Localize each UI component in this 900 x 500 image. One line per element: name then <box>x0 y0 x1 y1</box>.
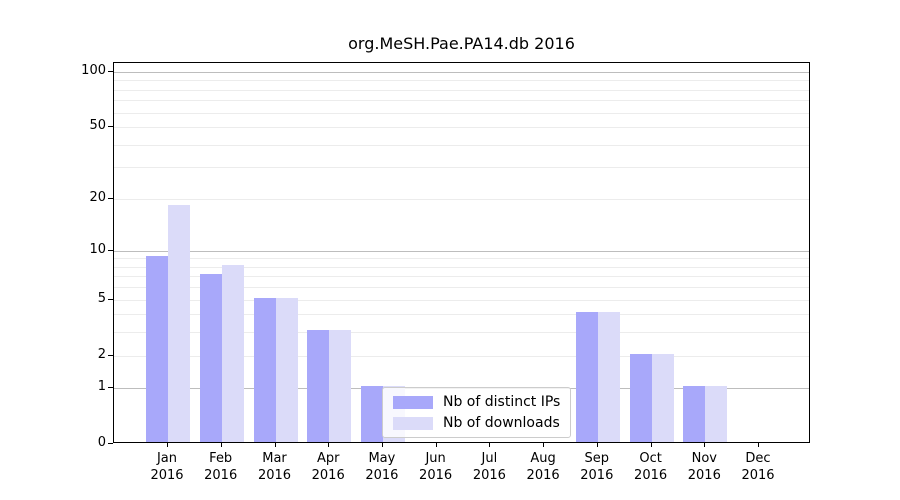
bar-distinct-ips <box>629 353 652 442</box>
y-tick-mark <box>108 197 113 199</box>
y-gridline-major <box>114 72 809 73</box>
y-tick-mark <box>108 443 113 444</box>
y-tick-mark <box>108 249 113 251</box>
y-gridline-minor <box>114 198 809 200</box>
x-tick-label: Nov 2016 <box>674 450 734 484</box>
chart-title: org.MeSH.Pae.PA14.db 2016 <box>348 34 575 53</box>
legend-label-distinct-ips: Nb of distinct IPs <box>443 394 561 410</box>
y-gridline-minor <box>114 127 809 129</box>
bar-downloads <box>275 297 298 442</box>
legend-row-downloads: Nb of downloads <box>393 415 560 431</box>
y-gridline-minor <box>114 80 809 82</box>
x-tick-year: 2016 <box>526 468 560 483</box>
bar-downloads <box>329 330 352 442</box>
y-gridline-minor <box>114 299 809 301</box>
x-tick-mark <box>167 443 168 447</box>
y-tick-mark <box>108 71 113 72</box>
x-tick-mark <box>704 443 706 447</box>
y-gridline-minor <box>114 314 809 316</box>
x-tick-mark <box>220 443 222 447</box>
x-tick-year: 2016 <box>741 468 775 483</box>
y-tick-label: 20 <box>89 189 106 205</box>
bar-downloads <box>705 386 728 442</box>
y-tick-label: 50 <box>89 118 106 134</box>
y-gridline-minor <box>114 258 809 260</box>
y-tick-label: 10 <box>89 241 106 257</box>
x-tick-label: May 2016 <box>352 450 412 484</box>
x-tick-mark <box>435 443 437 447</box>
x-tick-label: Jul 2016 <box>459 450 519 484</box>
x-tick-label: Dec 2016 <box>728 450 788 484</box>
x-tick-label: Sep 2016 <box>567 450 627 484</box>
bar-distinct-ips <box>307 330 330 442</box>
x-tick-mark <box>650 443 652 447</box>
y-gridline-minor <box>114 276 809 278</box>
x-tick-year: 2016 <box>311 468 345 483</box>
y-tick-label: 0 <box>97 435 106 450</box>
y-gridline-minor <box>114 144 809 146</box>
x-tick-mark <box>543 443 545 447</box>
y-tick-label: 5 <box>97 290 106 306</box>
y-gridline-minor <box>114 112 809 114</box>
legend-row-distinct-ips: Nb of distinct IPs <box>393 394 560 410</box>
x-tick-label: Mar 2016 <box>245 450 305 484</box>
y-tick-mark <box>108 126 113 128</box>
bar-downloads <box>651 353 674 442</box>
bar-distinct-ips <box>253 297 276 442</box>
y-tick-label: 100 <box>81 63 106 78</box>
legend-label-downloads: Nb of downloads <box>443 415 560 431</box>
plot-area <box>113 62 810 443</box>
x-tick-label: Jun 2016 <box>406 450 466 484</box>
x-tick-year: 2016 <box>204 468 238 483</box>
bar-distinct-ips <box>199 274 222 442</box>
y-gridline-minor <box>114 266 809 268</box>
bar-downloads <box>168 204 190 442</box>
bar-distinct-ips <box>146 256 168 442</box>
bar-downloads <box>597 312 620 442</box>
y-gridline-minor <box>114 89 809 91</box>
bar-distinct-ips <box>683 386 706 442</box>
x-tick-label: Aug 2016 <box>513 450 573 484</box>
x-tick-label: Oct 2016 <box>621 450 681 484</box>
legend-swatch-distinct-ips <box>393 395 433 409</box>
bar-downloads <box>221 264 244 442</box>
x-tick-mark <box>328 443 330 447</box>
x-tick-year: 2016 <box>257 468 292 483</box>
y-gridline-minor <box>114 167 809 169</box>
x-tick-year: 2016 <box>634 468 668 483</box>
x-tick-year: 2016 <box>580 468 614 483</box>
x-tick-mark <box>596 443 598 447</box>
legend: Nb of distinct IPs Nb of downloads <box>382 387 572 438</box>
x-tick-mark <box>489 443 491 447</box>
x-tick-year: 2016 <box>150 468 184 483</box>
bar-distinct-ips <box>360 386 383 442</box>
x-tick-mark <box>758 443 759 447</box>
x-tick-year: 2016 <box>687 468 721 483</box>
y-gridline-minor <box>114 332 809 334</box>
y-gridline-minor <box>114 287 809 289</box>
x-tick-label: Jan 2016 <box>137 450 197 484</box>
y-tick-label: 1 <box>97 379 106 395</box>
y-tick-mark <box>108 387 113 389</box>
y-tick-label: 2 <box>97 346 106 362</box>
y-gridline-minor <box>114 100 809 102</box>
y-tick-mark <box>108 298 113 300</box>
x-tick-label: Feb 2016 <box>191 450 251 484</box>
bar-distinct-ips <box>575 312 598 442</box>
y-tick-mark <box>108 354 113 356</box>
x-tick-year: 2016 <box>365 468 399 483</box>
legend-swatch-downloads <box>393 416 433 430</box>
x-tick-year: 2016 <box>419 468 453 483</box>
x-tick-year: 2016 <box>472 468 506 483</box>
y-gridline-minor <box>114 355 809 357</box>
x-tick-mark <box>274 443 276 447</box>
x-tick-label: Apr 2016 <box>298 450 358 484</box>
y-gridline-major <box>114 250 809 252</box>
x-tick-mark <box>381 443 383 447</box>
